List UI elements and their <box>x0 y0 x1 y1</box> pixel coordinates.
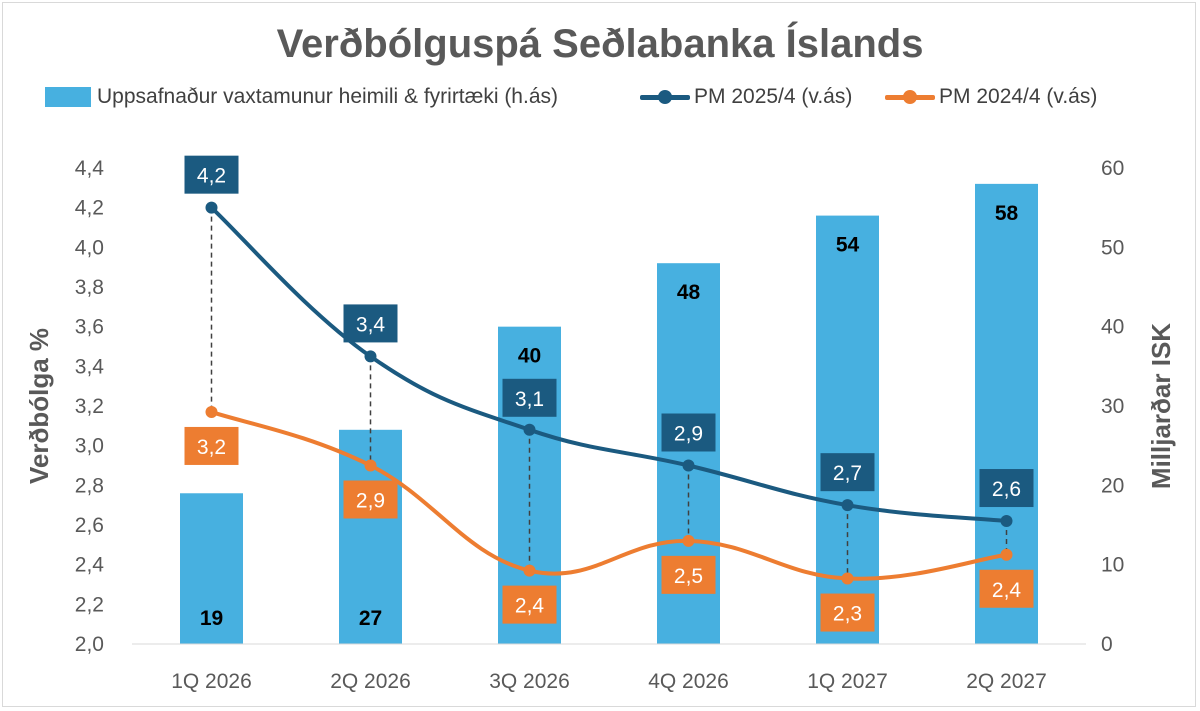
pm2024-label-box <box>184 426 239 465</box>
chart-title: Verðbólguspá Seðlabanka Íslands <box>276 22 924 66</box>
pm2024-label-box <box>979 569 1034 608</box>
y-right-tick-label: 40 <box>1101 316 1124 339</box>
legend-item-bars: Uppsafnaður vaxtamunur heimili & fyrirtæ… <box>45 82 558 112</box>
pm2025-label-box <box>820 453 875 492</box>
legend-swatch-pm2025 <box>640 87 690 107</box>
y-left-tick-label: 3,6 <box>75 316 104 339</box>
y-right-tick-label: 60 <box>1101 157 1124 180</box>
y-left-tick-label: 4,0 <box>75 236 104 259</box>
pm2025-line <box>209 205 1009 524</box>
pm2025-label-box <box>661 413 716 452</box>
y-left-tick-label: 2,0 <box>75 633 104 656</box>
pm2025-label-box <box>184 155 239 194</box>
bar-data-label: 40 <box>518 345 541 368</box>
bar <box>975 183 1038 644</box>
pm2024-line <box>209 409 1009 581</box>
pm2024-data-label: 2,4 <box>992 579 1022 602</box>
pm2024-data-label: 2,4 <box>515 595 545 618</box>
bar <box>180 493 243 644</box>
pm2025-label-box <box>502 378 557 417</box>
pm2024-point <box>523 564 536 577</box>
y-left-tick-label: 2,6 <box>75 514 104 537</box>
pm2025-point <box>682 459 695 472</box>
legend-label-pm2024: PM 2024/4 (v.ás) <box>939 85 1098 108</box>
pm2024-point <box>682 534 695 547</box>
y-left-tick-label: 3,4 <box>75 355 105 378</box>
pm2025-data-label: 2,9 <box>674 423 703 446</box>
x-tick-label: 4Q 2026 <box>648 670 729 693</box>
y-left-tick-label: 3,2 <box>75 395 104 418</box>
legend-item-pm2024: PM 2024/4 (v.ás) <box>885 82 1097 112</box>
x-tick-label: 2Q 2026 <box>330 670 411 693</box>
pm2025-point <box>205 201 218 214</box>
y-right-axis-title: Milljarðar ISK <box>1146 323 1176 489</box>
y-right-tick-label: 10 <box>1101 554 1124 577</box>
y-left-axis-title: Verðbólga % <box>24 328 54 484</box>
legend-swatch-pm2024 <box>885 87 935 107</box>
pm2024-point <box>841 572 854 585</box>
pm2024-label-box <box>343 480 398 519</box>
bar-data-label: 54 <box>836 234 860 257</box>
bar-data-label: 27 <box>359 607 382 630</box>
x-tick-label: 3Q 2026 <box>489 670 570 693</box>
pm2024-label-box <box>661 555 716 594</box>
x-tick-label: 1Q 2027 <box>807 670 888 693</box>
legend-label-pm2025: PM 2025/4 (v.ás) <box>694 85 853 108</box>
pm2025-data-label: 3,1 <box>515 388 544 411</box>
y-left-tick-label: 2,2 <box>75 593 104 616</box>
y-left-tick-label: 4,2 <box>75 197 104 220</box>
bar-data-label: 48 <box>677 281 701 304</box>
y-left-tick-label: 4,4 <box>75 157 105 180</box>
y-right-tick-label: 50 <box>1101 236 1124 259</box>
pm2025-data-label: 3,4 <box>356 313 386 336</box>
pm2025-data-label: 2,6 <box>992 478 1021 501</box>
y-right-tick-label: 30 <box>1101 395 1124 418</box>
bar-data-label: 58 <box>995 202 1019 225</box>
pm2025-point <box>1000 515 1013 528</box>
legend-item-pm2025: PM 2025/4 (v.ás) <box>640 82 852 112</box>
pm2025-point <box>364 350 377 363</box>
pm2024-point <box>205 405 218 418</box>
y-right-tick-label: 0 <box>1101 633 1113 656</box>
y-right-tick-label: 20 <box>1101 474 1124 497</box>
y-left-tick-label: 2,4 <box>75 554 105 577</box>
pm2024-point <box>1000 548 1013 561</box>
pm2025-point <box>841 499 854 512</box>
pm2025-data-label: 2,7 <box>833 462 862 485</box>
pm2024-data-label: 2,9 <box>356 490 385 513</box>
bar-data-label: 19 <box>200 607 223 630</box>
pm2025-label-box <box>979 469 1034 508</box>
pm2024-label-box <box>820 593 875 632</box>
pm2025-data-label: 4,2 <box>197 165 226 188</box>
legend-label-bars: Uppsafnaður vaxtamunur heimili & fyrirtæ… <box>97 85 558 108</box>
y-left-tick-label: 2,8 <box>75 474 104 497</box>
legend-swatch-bars <box>45 87 91 107</box>
y-left-tick-label: 3,8 <box>75 276 104 299</box>
pm2024-label-box <box>502 585 557 624</box>
pm2024-data-label: 2,3 <box>833 603 862 626</box>
pm2024-point <box>364 459 377 472</box>
x-tick-label: 2Q 2027 <box>966 670 1047 693</box>
pm2024-data-label: 3,2 <box>197 436 226 459</box>
x-tick-label: 1Q 2026 <box>171 670 252 693</box>
legend: Uppsafnaður vaxtamunur heimili & fyrirtæ… <box>0 82 1200 112</box>
pm2025-point <box>523 423 536 436</box>
y-left-tick-label: 3,0 <box>75 435 104 458</box>
pm2024-data-label: 2,5 <box>674 565 703 588</box>
pm2025-label-box <box>343 304 398 343</box>
